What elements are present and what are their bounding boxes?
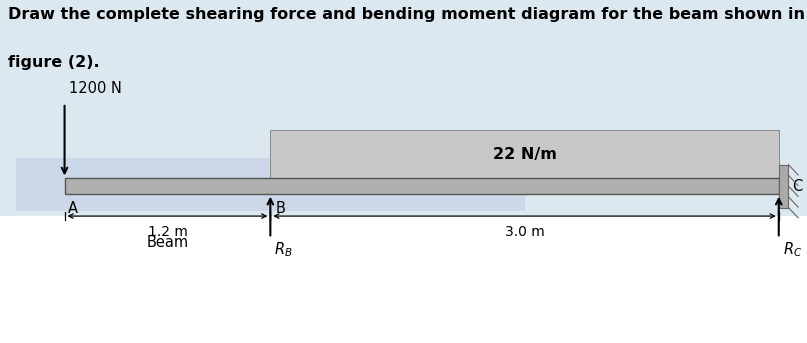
Bar	[16, 158, 525, 211]
Text: figure (2).: figure (2).	[8, 55, 100, 70]
Text: 3.0 m: 3.0 m	[504, 225, 545, 239]
Bar	[270, 130, 779, 178]
Text: Beam: Beam	[146, 235, 189, 250]
Text: B: B	[275, 201, 285, 216]
Text: 22 N/m: 22 N/m	[492, 147, 557, 162]
Text: Draw the complete shearing force and bending moment diagram for the beam shown i: Draw the complete shearing force and ben…	[8, 7, 805, 22]
Text: 1.2 m: 1.2 m	[148, 225, 187, 239]
Text: 1200 N: 1200 N	[69, 81, 122, 96]
Text: C: C	[792, 179, 803, 193]
Text: A: A	[68, 201, 77, 216]
Bar	[0, 216, 807, 343]
Text: $R_C$: $R_C$	[783, 240, 802, 259]
Text: $R_B$: $R_B$	[274, 240, 293, 259]
Bar	[779, 165, 788, 208]
Bar	[65, 178, 779, 194]
